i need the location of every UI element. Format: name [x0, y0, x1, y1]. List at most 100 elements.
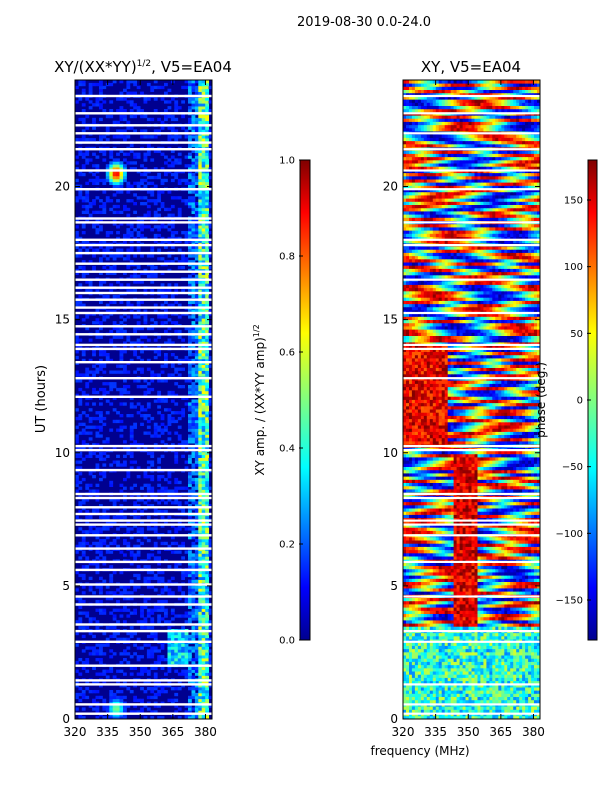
- left-heatmap-cell: [109, 172, 114, 177]
- left-heatmap-cell: [170, 126, 175, 130]
- left-heatmap-cell: [191, 565, 196, 569]
- left-heatmap-cell: [188, 175, 192, 180]
- left-heatmap-cell: [99, 204, 103, 209]
- right-heatmap-cell: [426, 696, 431, 701]
- left-heatmap-cell: [177, 385, 182, 389]
- left-heatmap-cell: [181, 573, 186, 578]
- left-heatmap-cell: [81, 225, 86, 229]
- left-heatmap-cell: [191, 172, 196, 177]
- left-heatmap-cell: [92, 451, 96, 456]
- left-heatmap-cell: [205, 658, 210, 662]
- left-heatmap-cell: [208, 85, 212, 90]
- left-heatmap-cell: [119, 283, 124, 287]
- left-heatmap-cell: [191, 405, 196, 409]
- left-heatmap-cell: [140, 114, 144, 119]
- left-heatmap-cell: [92, 387, 96, 392]
- left-heatmap-cell: [88, 91, 93, 95]
- left-heatmap-cell: [105, 353, 110, 357]
- left-heatmap-cell: [126, 222, 131, 226]
- left-heatmap-cell: [116, 326, 120, 331]
- left-heatmap-cell: [174, 643, 179, 647]
- right-heatmap-cell: [522, 696, 526, 701]
- right-heatmap-cell: [409, 645, 413, 650]
- left-data-gap: [75, 560, 212, 564]
- left-heatmap-cell: [205, 120, 210, 124]
- left-heatmap-cell: [129, 443, 134, 447]
- left-heatmap-cell: [99, 80, 103, 84]
- right-heatmap-cell: [537, 696, 540, 701]
- left-heatmap-cell: [208, 225, 212, 229]
- left-heatmap-cell: [205, 126, 210, 130]
- left-heatmap-cell: [164, 489, 168, 493]
- left-heatmap-cell: [174, 135, 179, 139]
- right-heatmap-cell: [426, 690, 431, 694]
- left-heatmap-cell: [160, 475, 165, 479]
- right-heatmap-cell: [411, 693, 416, 697]
- left-heatmap-cell: [88, 446, 93, 450]
- right-heatmap-cell: [447, 674, 452, 678]
- left-heatmap-cell: [116, 515, 120, 519]
- left-heatmap-cell: [208, 573, 212, 578]
- left-heatmap-cell: [167, 100, 172, 104]
- left-heatmap-cell: [208, 100, 212, 104]
- left-heatmap-cell: [205, 637, 210, 641]
- right-heatmap-cell: [423, 658, 428, 662]
- left-heatmap-cell: [140, 666, 144, 670]
- left-heatmap-cell: [170, 260, 175, 264]
- left-heatmap-cell: [88, 82, 93, 87]
- right-heatmap-cell: [513, 687, 517, 691]
- left-heatmap-cell: [191, 690, 196, 694]
- left-heatmap-cell: [102, 364, 107, 368]
- left-heatmap-cell: [157, 704, 162, 708]
- left-heatmap-cell: [116, 698, 120, 702]
- left-heatmap-cell: [126, 541, 131, 546]
- left-heatmap-cell: [201, 454, 206, 458]
- left-heatmap-cell: [123, 707, 127, 711]
- left-heatmap-cell: [92, 390, 96, 395]
- right-heatmap-cell: [537, 651, 540, 656]
- left-heatmap-cell: [157, 620, 162, 624]
- left-heatmap-cell: [205, 155, 210, 159]
- right-heatmap-cell: [495, 706, 499, 710]
- left-heatmap-cell: [129, 341, 134, 345]
- left-heatmap-cell: [75, 515, 79, 519]
- left-heatmap-cell: [167, 135, 172, 139]
- left-heatmap-cell: [188, 100, 192, 104]
- right-heatmap-cell: [403, 645, 407, 650]
- left-heatmap-cell: [112, 707, 117, 711]
- right-heatmap-cell: [504, 648, 508, 653]
- left-heatmap-cell: [208, 643, 212, 647]
- right-heatmap-cell: [459, 696, 463, 701]
- left-heatmap-cell: [205, 498, 210, 502]
- right-heatmap-cell: [534, 683, 538, 688]
- left-heatmap-cell: [205, 591, 210, 595]
- left-heatmap-cell: [198, 655, 203, 659]
- left-heatmap-cell: [201, 658, 206, 662]
- left-heatmap-cell: [102, 472, 107, 476]
- right-heatmap-cell: [411, 651, 416, 656]
- right-heatmap-cell: [465, 642, 469, 646]
- left-heatmap-cell: [146, 225, 151, 229]
- left-heatmap-cell: [198, 126, 203, 130]
- left-heatmap-cell: [153, 422, 158, 426]
- left-heatmap-cell: [126, 472, 131, 476]
- left-heatmap-cell: [201, 614, 206, 618]
- right-heatmap-cell: [435, 648, 440, 653]
- left-heatmap-cell: [119, 364, 124, 368]
- right-heatmap-cell: [480, 715, 484, 719]
- left-heatmap-cell: [198, 460, 203, 464]
- left-heatmap-cell: [146, 204, 151, 209]
- left-heatmap-cell: [126, 231, 131, 235]
- left-heatmap-cell: [157, 289, 162, 293]
- left-heatmap-cell: [119, 393, 124, 397]
- left-heatmap-cell: [109, 382, 114, 386]
- left-heatmap-cell: [126, 100, 131, 104]
- left-heatmap-cell: [164, 672, 168, 676]
- right-heatmap-cell: [477, 680, 481, 685]
- right-heatmap-cell: [456, 674, 460, 678]
- right-heatmap-cell: [414, 677, 419, 682]
- left-heatmap-cell: [119, 704, 124, 708]
- left-heatmap-cell: [201, 541, 206, 546]
- right-heatmap-cell: [456, 645, 460, 650]
- left-heatmap-cell: [205, 440, 210, 444]
